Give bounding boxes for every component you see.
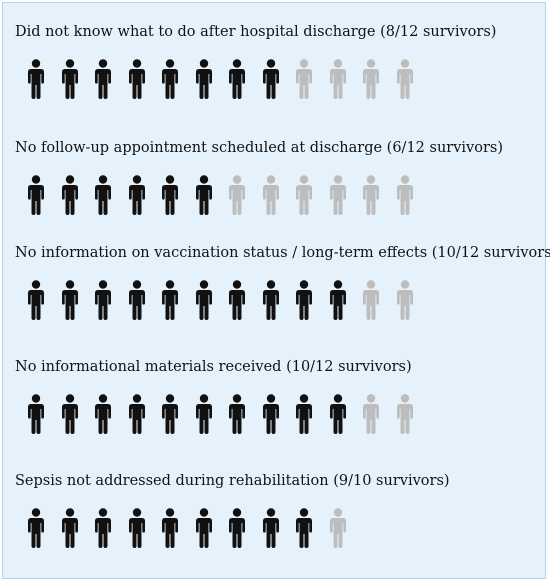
row-label: No informational materials received (10/…	[15, 359, 412, 375]
person-icon-affected	[195, 394, 212, 434]
figure-group	[25, 508, 505, 548]
person-icon-affected	[28, 394, 44, 434]
person-icon-unaffected	[363, 175, 379, 215]
person-icon-affected	[195, 508, 212, 548]
person-icon-unaffected	[396, 280, 413, 320]
person-icon-affected	[329, 394, 346, 434]
chart-row: No follow-up appointment scheduled at di…	[15, 139, 503, 215]
person-icon-unaffected	[396, 394, 413, 434]
person-icon-affected	[262, 394, 279, 434]
person-icon-affected	[262, 508, 279, 548]
row-label: No information on vaccination status / l…	[15, 245, 550, 261]
person-icon-unaffected	[363, 59, 379, 99]
person-icon-unaffected	[329, 508, 346, 548]
person-icon-affected	[296, 394, 312, 434]
person-icon-unaffected	[363, 280, 379, 320]
person-icon-affected	[162, 394, 178, 434]
row-label: Sepsis not addressed during rehabilitati…	[15, 473, 450, 489]
figure-group	[25, 59, 505, 99]
person-icon-affected	[162, 508, 178, 548]
person-icon-unaffected	[296, 59, 312, 99]
person-icon-affected	[95, 394, 111, 434]
person-icon-affected	[128, 394, 145, 434]
person-icon-affected	[195, 59, 212, 99]
row-label: Did not know what to do after hospital d…	[15, 24, 497, 40]
person-icon-affected	[162, 175, 178, 215]
person-icon-affected	[162, 280, 178, 320]
person-icon-unaffected	[296, 175, 312, 215]
person-icon-affected	[61, 394, 78, 434]
person-icon-affected	[296, 508, 312, 548]
chart-row: Did not know what to do after hospital d…	[15, 23, 497, 99]
person-icon-unaffected	[396, 59, 413, 99]
person-icon-affected	[262, 280, 279, 320]
figure-group	[25, 175, 505, 215]
chart-row: No information on vaccination status / l…	[15, 244, 550, 320]
person-icon-unaffected	[229, 175, 245, 215]
person-icon-affected	[95, 508, 111, 548]
person-icon-affected	[162, 59, 178, 99]
person-icon-affected	[229, 280, 245, 320]
person-icon-affected	[128, 59, 145, 99]
person-icon-affected	[128, 508, 145, 548]
chart-row: Sepsis not addressed during rehabilitati…	[15, 472, 450, 548]
person-icon-affected	[28, 508, 44, 548]
person-icon-affected	[195, 280, 212, 320]
person-icon-affected	[329, 280, 346, 320]
figure-group	[25, 280, 505, 320]
person-icon-affected	[262, 59, 279, 99]
person-icon-affected	[195, 175, 212, 215]
person-icon-affected	[128, 280, 145, 320]
person-icon-affected	[28, 280, 44, 320]
person-icon-affected	[229, 59, 245, 99]
person-icon-unaffected	[396, 175, 413, 215]
person-icon-unaffected	[363, 394, 379, 434]
person-icon-affected	[229, 394, 245, 434]
person-icon-unaffected	[329, 59, 346, 99]
person-icon-affected	[95, 175, 111, 215]
person-icon-unaffected	[262, 175, 279, 215]
person-icon-affected	[95, 59, 111, 99]
person-icon-affected	[28, 59, 44, 99]
person-icon-affected	[61, 175, 78, 215]
person-icon-affected	[61, 59, 78, 99]
person-icon-affected	[296, 280, 312, 320]
person-icon-affected	[61, 508, 78, 548]
figure-group	[25, 394, 505, 434]
person-icon-affected	[28, 175, 44, 215]
person-icon-affected	[128, 175, 145, 215]
person-icon-affected	[61, 280, 78, 320]
person-icon-unaffected	[329, 175, 346, 215]
person-icon-affected	[229, 508, 245, 548]
chart-row: No informational materials received (10/…	[15, 358, 413, 434]
person-icon-affected	[95, 280, 111, 320]
row-label: No follow-up appointment scheduled at di…	[15, 140, 503, 156]
